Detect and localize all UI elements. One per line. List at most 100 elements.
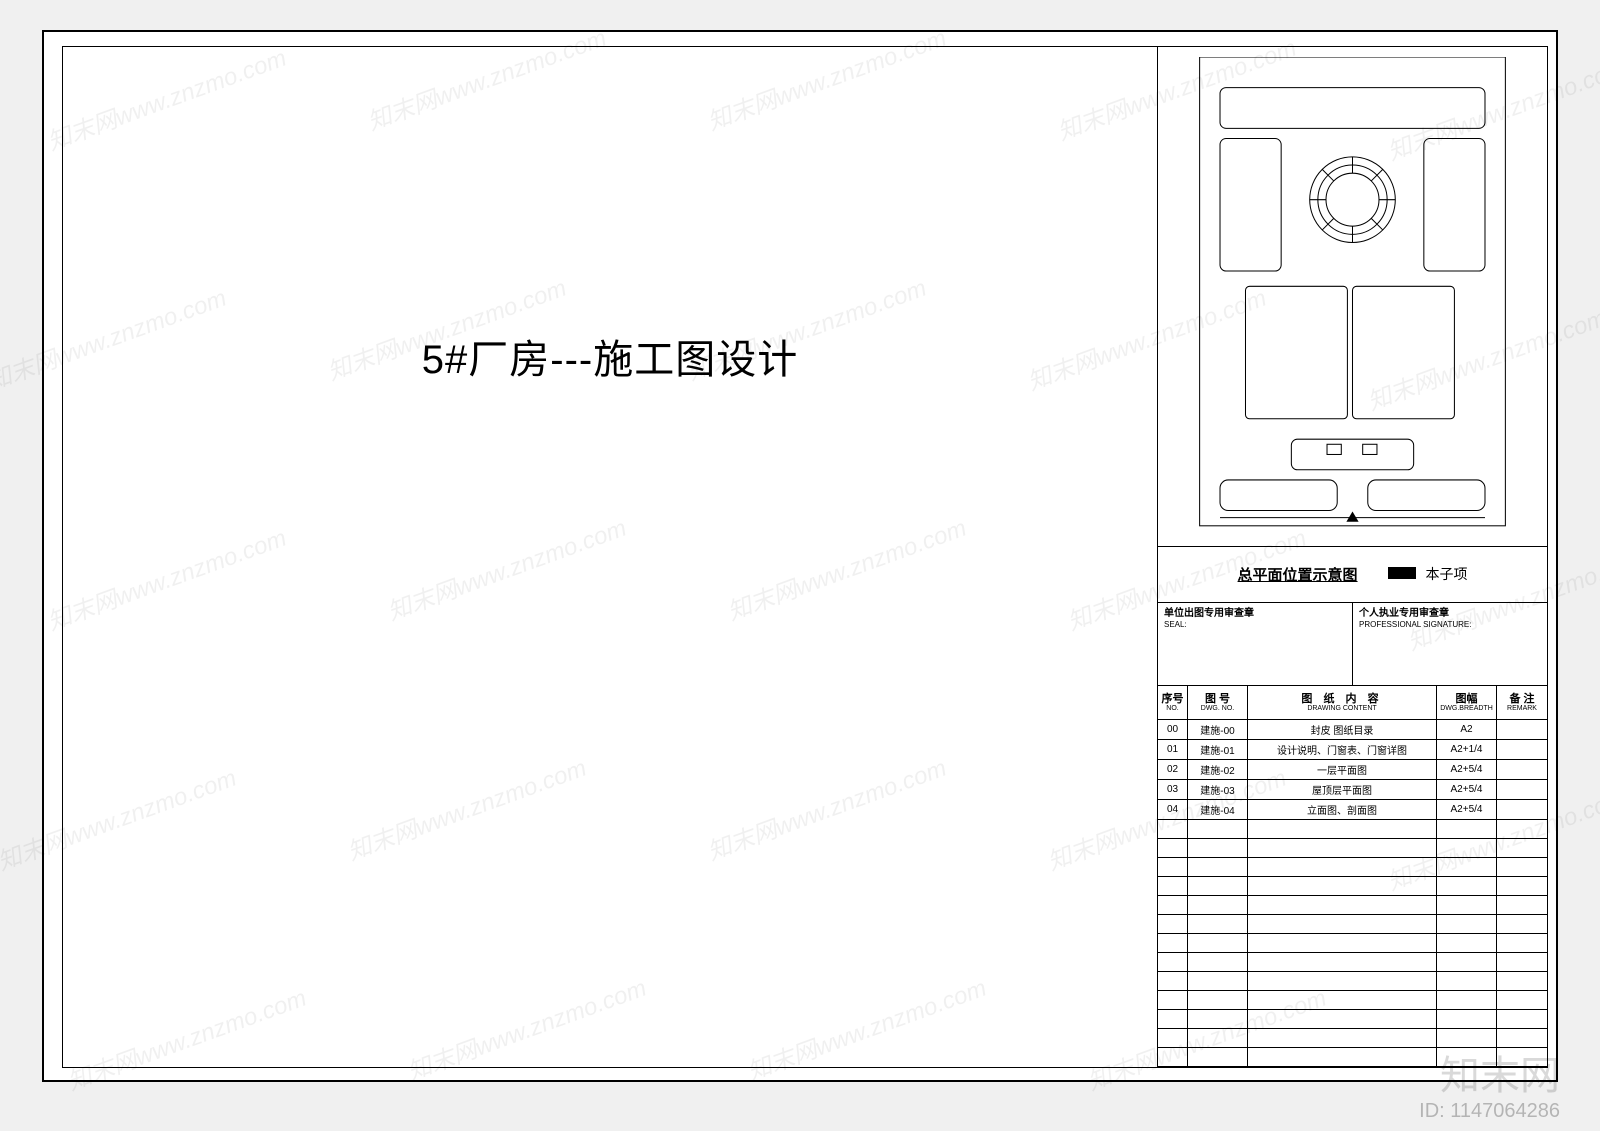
table-row-empty <box>1158 877 1547 896</box>
table-cell <box>1158 915 1188 933</box>
table-cell: 立面图、剖面图 <box>1248 800 1437 819</box>
table-cell <box>1437 820 1497 838</box>
seal-unit-zh: 单位出图专用审查章 <box>1164 607 1346 620</box>
table-row-empty <box>1158 934 1547 953</box>
table-cell <box>1497 760 1547 779</box>
table-cell <box>1158 1048 1188 1066</box>
table-cell <box>1188 858 1248 876</box>
table-cell: 屋顶层平面图 <box>1248 780 1437 799</box>
table-cell <box>1497 972 1547 990</box>
table-cell <box>1497 877 1547 895</box>
table-cell: 02 <box>1158 760 1188 779</box>
table-cell: 03 <box>1158 780 1188 799</box>
table-cell <box>1497 1010 1547 1028</box>
table-cell <box>1437 896 1497 914</box>
seal-unit-en: SEAL: <box>1164 620 1346 630</box>
watermark-brand: 知末网 <box>1440 1043 1560 1101</box>
table-cell <box>1248 877 1437 895</box>
table-cell <box>1158 858 1188 876</box>
table-cell <box>1188 915 1248 933</box>
table-row-empty <box>1158 896 1547 915</box>
watermark-id: ID: 1147064286 <box>1419 1100 1560 1123</box>
table-cell <box>1437 972 1497 990</box>
seal-personal-zh: 个人执业专用审查章 <box>1359 607 1541 620</box>
table-header-row: 序号NO. 图 号DWG. NO. 图 纸 内 容DRAWING CONTENT… <box>1158 686 1547 720</box>
site-plan-box <box>1158 47 1547 547</box>
table-cell <box>1188 839 1248 857</box>
table-row: 03建施-03屋顶层平面图A2+5/4 <box>1158 780 1547 800</box>
hdr-no: 序号NO. <box>1158 686 1188 719</box>
table-cell <box>1248 934 1437 952</box>
table-cell <box>1188 991 1248 1009</box>
table-row-empty <box>1158 953 1547 972</box>
table-cell <box>1158 972 1188 990</box>
table-cell <box>1437 877 1497 895</box>
table-cell <box>1158 877 1188 895</box>
table-cell <box>1497 953 1547 971</box>
table-cell <box>1158 1029 1188 1047</box>
table-cell <box>1437 858 1497 876</box>
table-cell: 建施-03 <box>1188 780 1248 799</box>
legend-row: 总平面位置示意图 本子项 <box>1158 547 1547 603</box>
table-cell <box>1248 915 1437 933</box>
table-cell: A2+5/4 <box>1437 780 1497 799</box>
table-cell <box>1497 720 1547 739</box>
table-row: 02建施-02一层平面图A2+5/4 <box>1158 760 1547 780</box>
table-cell <box>1188 820 1248 838</box>
table-row: 04建施-04立面图、剖面图A2+5/4 <box>1158 800 1547 820</box>
table-cell: 建施-01 <box>1188 740 1248 759</box>
table-cell: 建施-04 <box>1188 800 1248 819</box>
table-cell: 01 <box>1158 740 1188 759</box>
table-cell <box>1248 839 1437 857</box>
table-cell <box>1497 915 1547 933</box>
table-cell: A2 <box>1437 720 1497 739</box>
table-cell: A2+5/4 <box>1437 800 1497 819</box>
table-cell <box>1248 991 1437 1009</box>
table-row-empty <box>1158 1010 1547 1029</box>
table-cell <box>1497 800 1547 819</box>
table-cell <box>1188 1029 1248 1047</box>
table-cell: 一层平面图 <box>1248 760 1437 779</box>
hdr-dwgno: 图 号DWG. NO. <box>1188 686 1248 719</box>
table-cell <box>1188 896 1248 914</box>
table-cell <box>1188 877 1248 895</box>
table-cell <box>1188 1048 1248 1066</box>
table-cell <box>1248 1029 1437 1047</box>
table-cell: 设计说明、门窗表、门窗详图 <box>1248 740 1437 759</box>
table-row-empty <box>1158 991 1547 1010</box>
table-cell: A2+5/4 <box>1437 760 1497 779</box>
table-cell <box>1497 839 1547 857</box>
drawing-sheet: 5#厂房---施工图设计 总平面位置示意图 本子项 <box>42 30 1558 1082</box>
table-row: 01建施-01设计说明、门窗表、门窗详图A2+1/4 <box>1158 740 1547 760</box>
table-cell <box>1497 896 1547 914</box>
hdr-size: 图幅DWG.BREADTH <box>1437 686 1497 719</box>
table-row-empty <box>1158 839 1547 858</box>
legend-item: 本子项 <box>1388 564 1468 584</box>
table-row-empty <box>1158 858 1547 877</box>
table-row-empty <box>1158 972 1547 991</box>
table-row: 00建施-00封皮 图纸目录A2 <box>1158 720 1547 740</box>
table-cell <box>1158 1010 1188 1028</box>
table-cell: 建施-00 <box>1188 720 1248 739</box>
site-plan-svg <box>1198 57 1507 536</box>
legend-swatch <box>1388 567 1416 579</box>
legend-item-label: 本子项 <box>1425 566 1467 582</box>
table-cell <box>1248 972 1437 990</box>
table-cell <box>1497 740 1547 759</box>
table-cell <box>1437 839 1497 857</box>
inner-frame: 5#厂房---施工图设计 总平面位置示意图 本子项 <box>62 46 1548 1068</box>
table-cell <box>1158 839 1188 857</box>
table-cell <box>1248 953 1437 971</box>
table-cell: 04 <box>1158 800 1188 819</box>
table-cell: 封皮 图纸目录 <box>1248 720 1437 739</box>
table-cell <box>1188 953 1248 971</box>
table-cell <box>1248 820 1437 838</box>
hdr-content: 图 纸 内 容DRAWING CONTENT <box>1248 686 1437 719</box>
table-cell <box>1158 820 1188 838</box>
table-cell <box>1497 858 1547 876</box>
seal-personal-en: PROFESSIONAL SIGNATURE: <box>1359 620 1541 630</box>
table-cell <box>1497 991 1547 1009</box>
table-cell <box>1497 780 1547 799</box>
table-cell <box>1188 972 1248 990</box>
table-cell: A2+1/4 <box>1437 740 1497 759</box>
